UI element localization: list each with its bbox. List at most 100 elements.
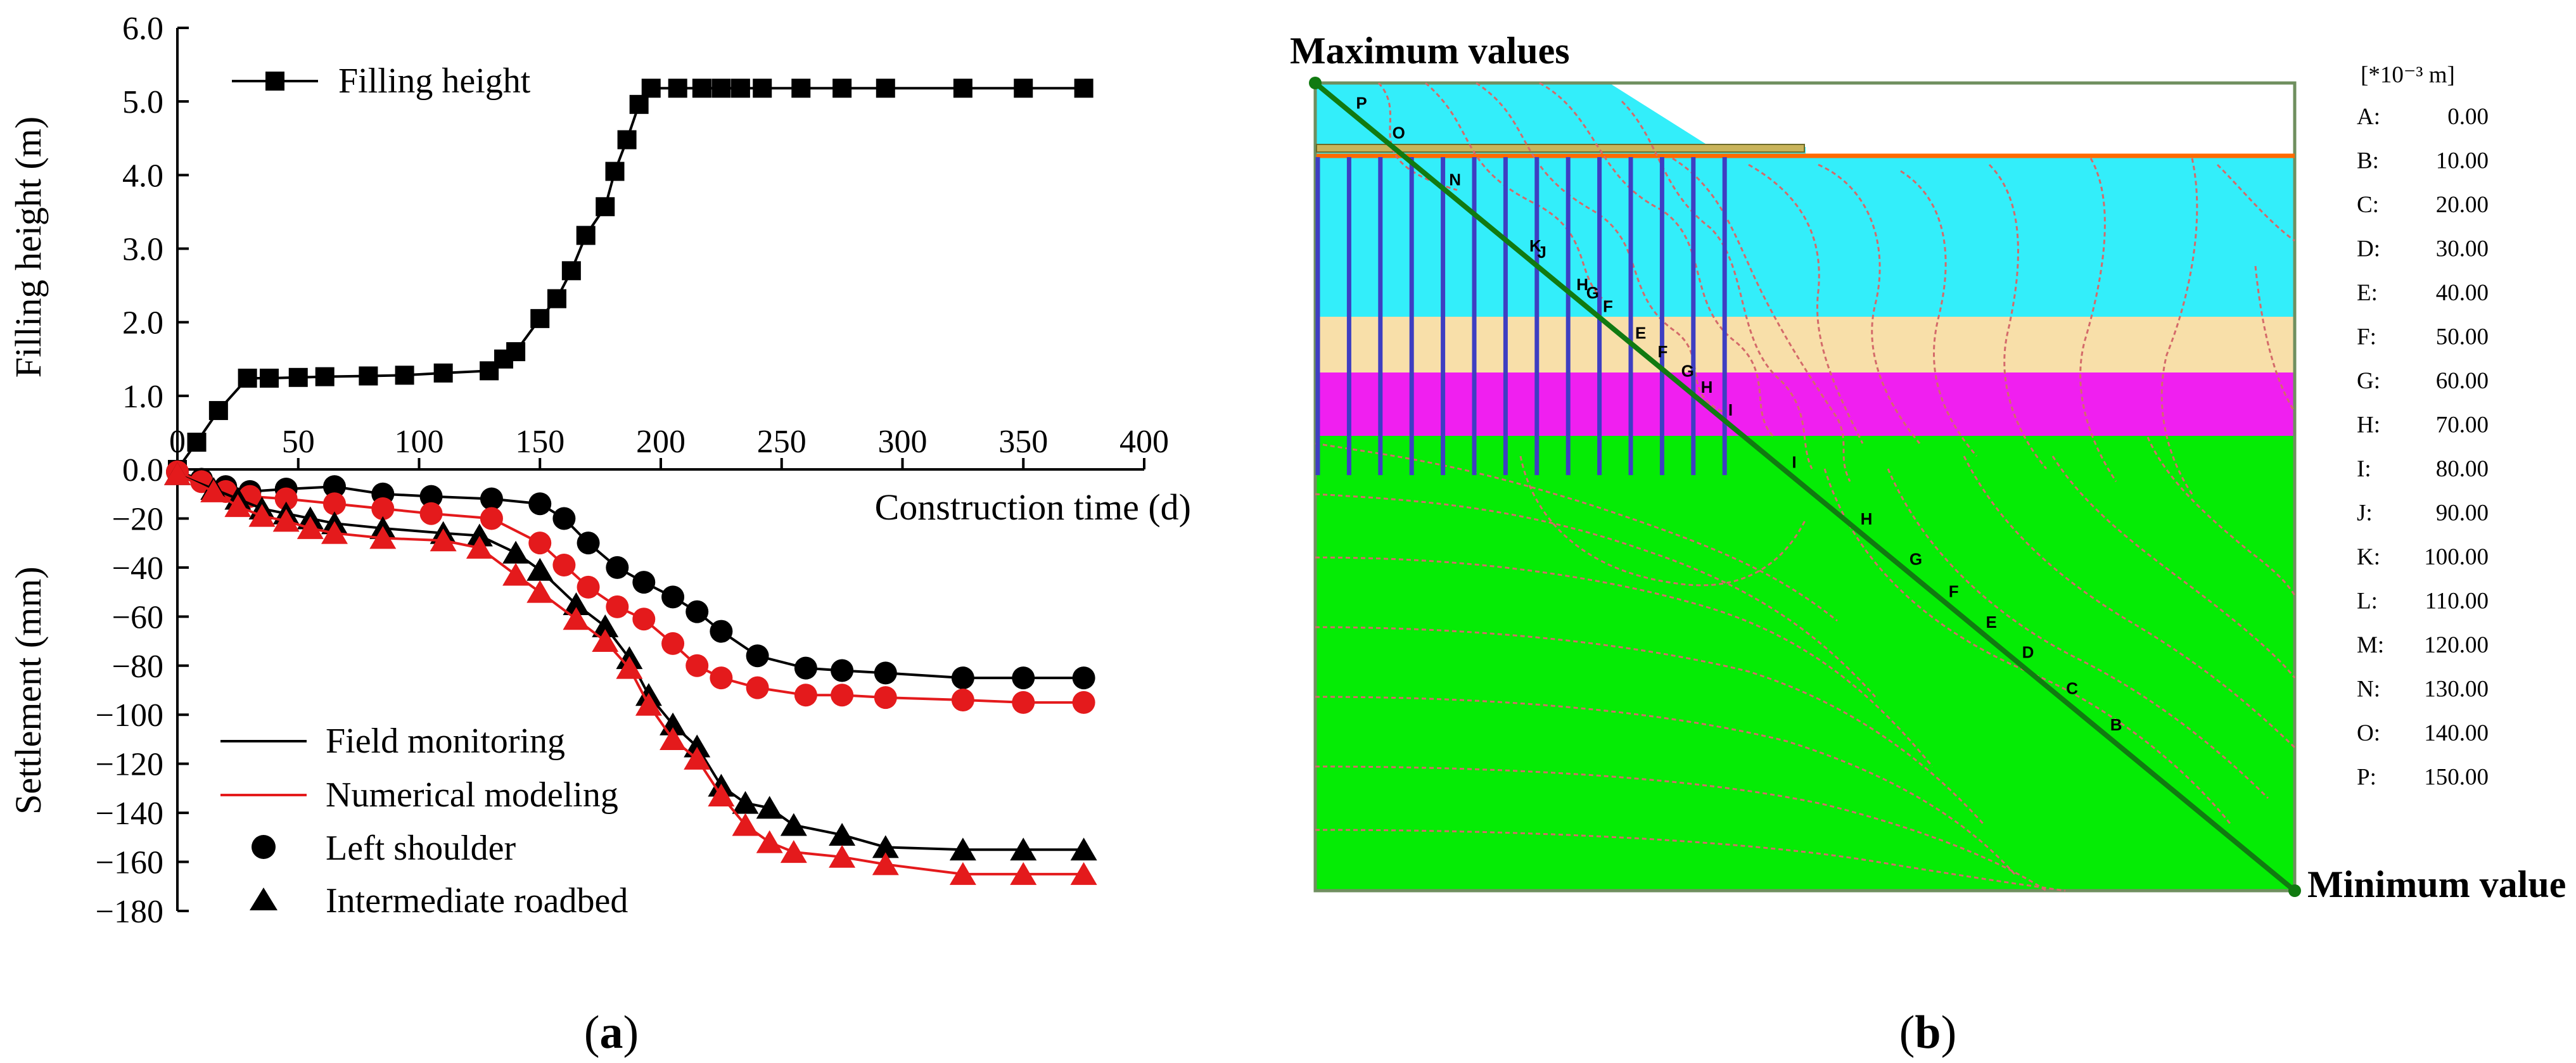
contour-line [2254, 265, 2296, 412]
data-point [831, 659, 854, 682]
data-point [953, 79, 972, 98]
data-point [829, 822, 856, 846]
data-point [433, 363, 453, 383]
level-key-value: 80.00 [2436, 456, 2489, 482]
y-axis-label-top: Filling height (m) [8, 117, 49, 378]
data-point [430, 528, 457, 552]
max-point [1309, 77, 1322, 89]
y-tick-label: −180 [96, 894, 163, 930]
data-point [552, 554, 576, 577]
data-point [552, 507, 576, 530]
data-point [872, 852, 899, 875]
level-key-value: 90.00 [2436, 500, 2489, 526]
data-point [1010, 837, 1037, 861]
data-point [592, 629, 619, 652]
contour-line [2146, 436, 2296, 596]
data-point [296, 516, 324, 539]
data-point [274, 487, 298, 511]
data-point [322, 475, 346, 499]
data-point [746, 644, 769, 668]
data-point [730, 79, 750, 98]
level-key-value: 140.00 [2424, 720, 2489, 746]
data-point [641, 79, 661, 98]
data-point [200, 479, 227, 502]
y-tick-label: −100 [96, 697, 163, 734]
x-tick-label: 350 [998, 424, 1048, 460]
y-tick-label: 2.0 [122, 305, 163, 341]
y-tick-label: −60 [112, 599, 163, 635]
data-point [561, 261, 581, 281]
data-point [756, 830, 783, 853]
data-point [616, 656, 643, 679]
y-tick-label: −120 [96, 747, 163, 783]
contour-level-label: G [1681, 362, 1694, 381]
contour-line [1425, 82, 1610, 305]
level-key-letter: O: [2357, 720, 2380, 746]
contour-level-label: C [2066, 679, 2078, 698]
contour-level-label: N [1449, 170, 1461, 189]
contour-level-label: J [1537, 243, 1546, 262]
data-point [526, 557, 554, 581]
data-point [874, 686, 897, 710]
panel-label-b: (b) [1899, 1007, 1956, 1059]
level-key-letter: K: [2357, 544, 2380, 570]
data-point [1070, 837, 1097, 861]
data-point [1012, 666, 1035, 690]
contour-line [1988, 163, 2048, 469]
level-key-letter: C: [2357, 192, 2379, 218]
data-point [164, 462, 191, 485]
contour-level-label: D [2022, 642, 2034, 661]
level-key-letter: F: [2357, 324, 2376, 350]
data-point [530, 309, 550, 328]
data-point [617, 130, 637, 150]
data-point [692, 79, 711, 98]
contour-level-label: I [1728, 400, 1733, 419]
level-key-value: 50.00 [2436, 324, 2489, 350]
data-point [794, 656, 817, 680]
data-point [369, 526, 397, 549]
x-tick-label: 400 [1119, 424, 1169, 460]
data-point [635, 692, 662, 716]
contour-line [1672, 157, 1851, 482]
x-tick-label: 250 [757, 424, 807, 460]
data-point [1074, 79, 1094, 98]
legend-label-intermediate: Intermediate roadbed [326, 881, 628, 920]
level-key-letter: J: [2357, 500, 2373, 526]
data-point [1072, 691, 1095, 714]
data-point [321, 521, 348, 544]
contour-line [1315, 829, 2066, 892]
data-point [780, 813, 807, 836]
section-line [1313, 80, 2297, 893]
y-tick-label: −140 [96, 796, 163, 832]
data-point [753, 79, 772, 98]
legend-marker-intermediate [250, 888, 277, 910]
y-tick-label: 3.0 [122, 232, 163, 268]
level-key-value: 110.00 [2425, 589, 2489, 614]
level-key-value: 130.00 [2424, 677, 2489, 703]
level-key-letter: G: [2357, 368, 2380, 394]
contour-line [1377, 82, 1458, 191]
legend-label-field: Field monitoring [326, 722, 565, 761]
y-axis-label-bottom: Settlement (mm) [8, 566, 49, 814]
x-tick-label: 0 [169, 424, 186, 460]
panel-a: 0 50 100 150 200 250 300 350 400 1.0 2.0 3.0 4.0 5.0… [8, 11, 1191, 1059]
data-point [949, 837, 976, 861]
x-tick-label: 50 [282, 424, 315, 460]
data-point [661, 585, 685, 609]
legend-label-left-shoulder: Left shoulder [326, 829, 516, 868]
data-point [526, 580, 554, 603]
data-point [711, 79, 731, 98]
sand-layer [1315, 317, 2295, 372]
level-key-letter: B: [2357, 148, 2379, 174]
contour-line [1887, 468, 2269, 799]
level-key-letter: A: [2357, 104, 2380, 130]
contour-level-label: F [1949, 582, 1959, 601]
data-point [371, 497, 395, 520]
contour-line [1900, 170, 1978, 457]
contour-line [1748, 163, 1864, 444]
contour-level-label: P [1356, 93, 1367, 112]
x-ticks: 0 50 100 150 200 250 300 350 400 [169, 424, 1169, 469]
